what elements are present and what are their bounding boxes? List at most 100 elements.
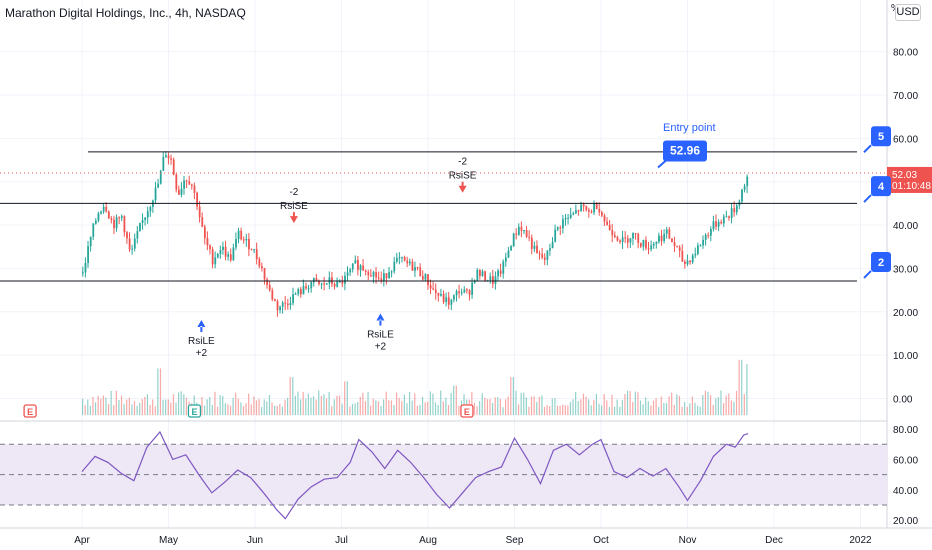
volume-bar — [419, 404, 421, 416]
candle-body — [312, 278, 315, 283]
candle-body — [115, 217, 118, 229]
volume-bar — [704, 390, 706, 416]
volume-bar — [621, 399, 623, 416]
volume-bar — [624, 393, 626, 416]
candle-body — [416, 267, 419, 269]
volume-bar — [253, 396, 255, 416]
candle-body — [271, 290, 274, 300]
time-tick-label: Oct — [593, 535, 609, 546]
candle-body — [536, 245, 538, 254]
volume-bar — [219, 395, 221, 416]
candle-body — [665, 229, 668, 234]
volume-bar — [302, 391, 304, 416]
candle-body — [689, 260, 692, 263]
candle-body — [440, 294, 442, 296]
right-callout-pointer — [863, 194, 872, 203]
candle-body — [598, 208, 601, 213]
candle-body — [686, 260, 689, 265]
candle-body — [344, 275, 346, 284]
candle-body — [307, 288, 310, 290]
volume-bar — [131, 404, 133, 416]
candle-body — [556, 227, 559, 230]
volume-bar — [699, 406, 701, 416]
candle-body — [595, 203, 598, 209]
volume-bar — [318, 390, 320, 416]
candle-body — [310, 282, 313, 289]
volume-bar — [351, 404, 354, 416]
candle-body — [562, 219, 564, 229]
volume-bar — [458, 405, 460, 416]
right-callout-pointer — [863, 144, 872, 153]
candle-body — [175, 174, 178, 190]
rsi-tick-label: 80.00 — [893, 425, 918, 436]
candle-body — [642, 239, 645, 247]
candle-body — [289, 302, 292, 306]
volume-bar — [222, 395, 224, 416]
candle-body — [159, 170, 162, 184]
candle-body — [214, 257, 217, 265]
volume-bar — [94, 402, 97, 416]
volume-bar — [681, 406, 683, 416]
candle-body — [626, 238, 629, 243]
candle-body — [712, 221, 715, 230]
volume-bar — [588, 399, 590, 416]
volume-bar — [634, 391, 636, 416]
candle-body — [442, 294, 445, 303]
candle-body — [730, 208, 733, 218]
candle-body — [250, 249, 253, 251]
volume-bar — [499, 398, 501, 416]
volume-bar — [320, 395, 322, 416]
candle-body — [660, 235, 663, 241]
volume-bar — [603, 394, 605, 416]
volume-bar — [87, 399, 89, 416]
candle-body — [242, 239, 245, 241]
candle-body — [357, 260, 359, 271]
volume-bar — [730, 400, 732, 416]
candle-body — [722, 216, 725, 224]
candle-body — [479, 269, 481, 277]
volume-bar — [170, 402, 172, 416]
right-callout-label: 4 — [878, 181, 885, 193]
candle-body — [188, 181, 191, 185]
volume-bar — [401, 401, 403, 416]
volume-bar — [606, 400, 608, 416]
volume-bar — [113, 405, 115, 416]
volume-bar — [344, 381, 346, 416]
buy-signal-qty: +2 — [375, 341, 387, 352]
volume-bar — [232, 397, 234, 416]
volume-bar — [258, 398, 260, 416]
earnings-icon[interactable] — [23, 404, 37, 418]
volume-bar — [556, 405, 559, 416]
earnings-icon[interactable] — [187, 404, 202, 418]
price-tick-label: 20.00 — [893, 308, 918, 319]
candle-body — [523, 230, 525, 232]
volume-bar — [354, 403, 356, 416]
candle-body — [520, 226, 523, 231]
candle-body — [287, 303, 289, 306]
volume-bar — [349, 406, 351, 416]
candle-body — [196, 192, 198, 207]
candle-body — [504, 257, 507, 262]
right-callout-label: 5 — [878, 131, 884, 143]
volume-bar — [323, 394, 325, 416]
volume-bar — [593, 399, 595, 416]
candle-body — [543, 257, 546, 260]
time-tick-label: Aug — [419, 535, 437, 546]
time-tick-label: Jun — [247, 535, 263, 546]
sell-arrow-icon — [289, 212, 298, 224]
candle-body — [697, 245, 699, 254]
volume-bar — [403, 394, 405, 416]
candle-body — [471, 282, 474, 295]
earnings-icon[interactable] — [460, 404, 474, 418]
volume-bar — [445, 397, 447, 416]
candle-body — [279, 306, 282, 311]
candle-body — [717, 221, 720, 227]
volume-bar — [333, 399, 335, 416]
candle-body — [582, 204, 585, 207]
currency-badge[interactable]: USD — [895, 4, 921, 21]
volume-bar — [663, 403, 665, 416]
time-tick-label: Dec — [765, 535, 783, 546]
volume-bar — [616, 399, 618, 416]
volume-bar — [84, 405, 86, 416]
